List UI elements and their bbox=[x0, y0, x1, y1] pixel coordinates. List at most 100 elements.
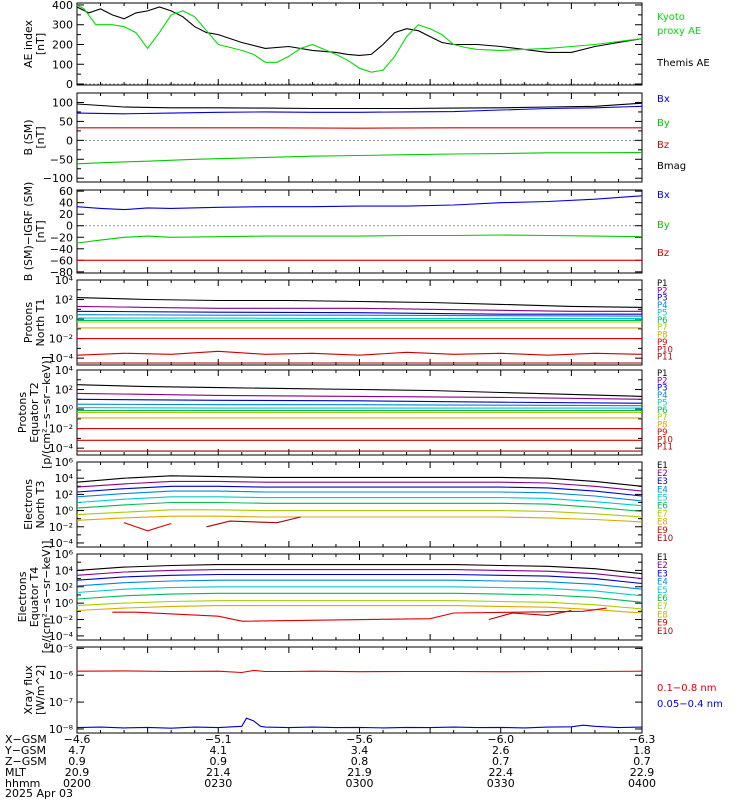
panel-frame bbox=[76, 646, 643, 734]
y-axis-label: B (SM)−IGRF (SM)[nT] bbox=[22, 182, 47, 282]
y-tick-label: 10² bbox=[55, 581, 73, 594]
legend-e_equator-4: E4 bbox=[657, 578, 668, 588]
series-p_equator-p5 bbox=[76, 407, 642, 409]
series-p_north-p10 bbox=[76, 350, 643, 356]
legend-e_equator-8: E8 bbox=[657, 610, 668, 620]
series-e_north-e2 bbox=[76, 480, 643, 492]
legend-e_north-4: E4 bbox=[657, 485, 668, 495]
legend-p_north-9: P9 bbox=[657, 338, 668, 348]
series-p_north-p1 bbox=[76, 297, 643, 308]
y-tick-label: 10⁻⁵ bbox=[49, 642, 73, 655]
series-e_north-e5 bbox=[76, 496, 643, 507]
series-e_equator-e8 bbox=[76, 605, 643, 614]
x-col-value: 0.9 bbox=[68, 755, 86, 768]
series-e_equator-e2 bbox=[76, 569, 643, 580]
x-col-value: 1.8 bbox=[633, 744, 651, 757]
panel-frame bbox=[76, 2, 643, 86]
legend-e_equator-10: E10 bbox=[657, 627, 673, 637]
x-col-value: 20.9 bbox=[65, 766, 90, 779]
y-tick-label: 100 bbox=[52, 96, 73, 109]
x-col-value: 0300 bbox=[346, 777, 374, 790]
x-row-label: hhmm bbox=[5, 777, 40, 790]
y-tick-label: 10⁴ bbox=[55, 364, 74, 377]
series-p_north-p3 bbox=[76, 310, 642, 315]
legend-e_north-3: E3 bbox=[657, 477, 668, 487]
legend-p_north-4: P4 bbox=[657, 301, 668, 311]
series-e_north-e8 bbox=[76, 515, 643, 523]
legend-bigrf-1: Bx bbox=[657, 190, 670, 201]
y-tick-label: 100 bbox=[52, 58, 73, 71]
y-tick-label: 10⁴ bbox=[55, 564, 74, 577]
y-tick-label: 10⁰ bbox=[55, 505, 74, 518]
x-col-value: 0230 bbox=[204, 777, 232, 790]
x-col-value: 0200 bbox=[63, 777, 91, 790]
x-col-value: −4.6 bbox=[64, 733, 91, 746]
legend-e_equator-2: E2 bbox=[657, 561, 668, 571]
legend-p_north-1: P1 bbox=[657, 279, 668, 289]
y-tick-label: −80 bbox=[50, 266, 73, 279]
legend-p_north-10: P10 bbox=[657, 345, 673, 355]
y-tick-label: 400 bbox=[52, 0, 73, 12]
legend-p_equator-1: P1 bbox=[657, 369, 668, 379]
legend-p_equator-11: P11 bbox=[657, 443, 673, 453]
series-ae-kyoto-proxy-ae bbox=[76, 4, 643, 73]
legend-e_equator-3: E3 bbox=[657, 569, 668, 579]
x-col-value: 0.7 bbox=[633, 755, 651, 768]
legend-p_equator-9: P9 bbox=[657, 428, 668, 438]
series-p_equator-p2 bbox=[76, 392, 643, 400]
legend-e_equator-9: E9 bbox=[657, 619, 668, 629]
y-axis-label: ProtonsNorth T1 bbox=[22, 299, 47, 347]
legend-e_equator-5: E5 bbox=[657, 586, 668, 596]
y-tick-label: 10⁻² bbox=[49, 521, 73, 534]
series-bsm-by bbox=[76, 151, 643, 165]
series-e_equator-e1 bbox=[76, 564, 643, 575]
y-tick-label: 50 bbox=[59, 115, 73, 128]
y-tick-label: 10⁻⁴ bbox=[49, 352, 74, 365]
series-e_equator-e7 bbox=[76, 600, 643, 610]
series-e_equator-e9 bbox=[112, 607, 607, 622]
y-tick-label: −40 bbox=[50, 243, 73, 256]
y-tick-label: 10⁻² bbox=[49, 423, 73, 436]
y-tick-label: 10⁻⁸ bbox=[49, 723, 74, 736]
y-tick-label: 10² bbox=[55, 488, 73, 501]
series-e_equator-e3 bbox=[76, 573, 643, 585]
legend-e_north-8: E8 bbox=[657, 518, 668, 528]
series-e_equator-e10 bbox=[488, 609, 572, 621]
legend-p_north-6: P6 bbox=[657, 316, 668, 326]
y-tick-label: 10⁻⁶ bbox=[49, 669, 74, 682]
legend-ae-2: Themis AE bbox=[656, 58, 710, 69]
series-p_north-p5 bbox=[77, 317, 642, 320]
y-tick-label: 10⁻² bbox=[49, 614, 73, 627]
legend-e_north-7: E7 bbox=[657, 510, 668, 520]
legend-bigrf-3: Bz bbox=[657, 248, 669, 259]
y-tick-label: 0 bbox=[66, 220, 73, 233]
x-col-value: 4.1 bbox=[210, 744, 228, 757]
y-tick-label: 40 bbox=[59, 197, 73, 210]
series-e_north-e4 bbox=[76, 490, 643, 502]
series-p_equator-p3 bbox=[76, 398, 643, 404]
series-e_north-e1 bbox=[76, 475, 643, 487]
legend-e_equator-6: E6 bbox=[657, 594, 668, 604]
legend-p_equator-6: P6 bbox=[657, 406, 668, 416]
legend-p_north-3: P3 bbox=[657, 294, 668, 304]
y-tick-label: 10⁻⁷ bbox=[49, 696, 73, 709]
legend-e_north-9: E9 bbox=[657, 526, 668, 536]
panel-bsm: 100 50 0 −50 −100 B (SM)[nT] Bx By Bz Bmag bbox=[22, 92, 686, 185]
x-col-value: −5.6 bbox=[346, 733, 373, 746]
legend-p_equator-8: P8 bbox=[657, 421, 668, 431]
series-bsm-bx bbox=[76, 105, 643, 115]
y-tick-label: 0 bbox=[66, 78, 73, 91]
legend-bsm-1: Bx bbox=[657, 94, 670, 105]
series-e_north-e7 bbox=[76, 509, 643, 518]
legend-p_north-11: P11 bbox=[657, 353, 673, 363]
series-xray-0-05-0-4-nm bbox=[76, 717, 643, 729]
x-col-value: −6.0 bbox=[487, 733, 514, 746]
panel-ae: 400 300 200 100 0 AE index[nT] Kyoto proxy AE Th… bbox=[22, 0, 710, 91]
series-ae-themis-ae bbox=[76, 6, 643, 56]
